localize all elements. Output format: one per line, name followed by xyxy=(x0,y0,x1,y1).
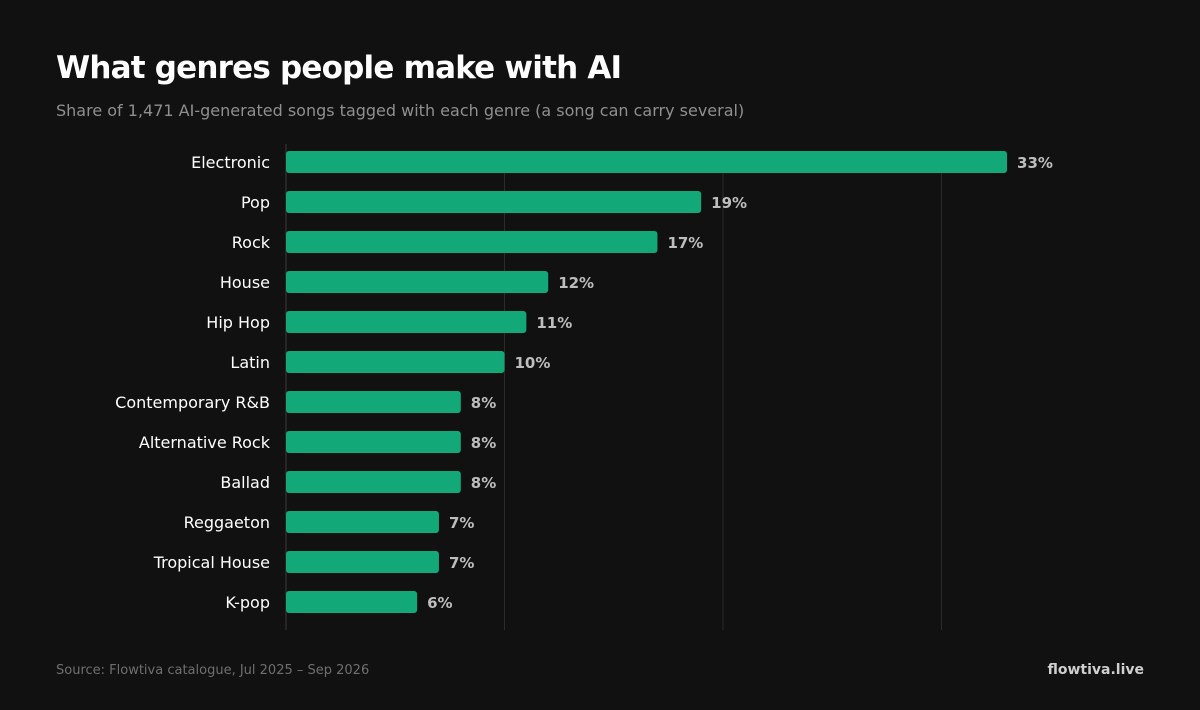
value-label: 8% xyxy=(471,394,496,412)
bar xyxy=(286,431,461,453)
category-label: House xyxy=(220,273,270,292)
value-label: 7% xyxy=(449,514,474,532)
bar xyxy=(286,591,418,613)
page-title: What genres people make with AI xyxy=(56,50,622,86)
value-label: 6% xyxy=(427,594,452,612)
bar xyxy=(286,231,658,253)
category-label: Reggaeton xyxy=(184,513,270,532)
bar xyxy=(286,151,1008,173)
value-label: 19% xyxy=(711,194,747,212)
value-label: 8% xyxy=(471,474,496,492)
value-label: 10% xyxy=(515,354,551,372)
value-label: 7% xyxy=(449,554,474,572)
value-label: 17% xyxy=(667,234,703,252)
value-label: 8% xyxy=(471,434,496,452)
bar xyxy=(286,391,461,413)
bar xyxy=(286,271,549,293)
label-layer: Electronic 33% Pop 19% Rock 17% House 12% Hip Ho… xyxy=(115,153,1053,612)
category-label: K-pop xyxy=(225,593,270,612)
bar xyxy=(286,191,702,213)
source-note: Source: Flowtiva catalogue, Jul 2025 – S… xyxy=(56,663,370,678)
bar xyxy=(286,551,439,573)
page-subtitle: Share of 1,471 AI-generated songs tagged… xyxy=(56,101,745,120)
value-label: 33% xyxy=(1017,154,1053,172)
category-label: Hip Hop xyxy=(206,313,270,332)
category-label: Rock xyxy=(232,233,271,252)
bar-layer xyxy=(286,151,1008,613)
brand-link[interactable]: flowtiva.live xyxy=(1047,662,1144,678)
value-label: 11% xyxy=(536,314,572,332)
bar xyxy=(286,471,461,493)
bar xyxy=(286,351,505,373)
category-label: Tropical House xyxy=(153,553,270,572)
value-label: 12% xyxy=(558,274,594,292)
bar xyxy=(286,311,527,333)
category-label: Alternative Rock xyxy=(139,433,271,452)
bar xyxy=(286,511,439,533)
category-label: Electronic xyxy=(191,153,270,172)
category-label: Latin xyxy=(230,353,270,372)
category-label: Ballad xyxy=(220,473,270,492)
genre-bar-chart: Electronic 33% Pop 19% Rock 17% House 12% Hip Ho… xyxy=(115,144,1053,630)
category-label: Pop xyxy=(241,193,270,212)
category-label: Contemporary R&B xyxy=(115,393,270,412)
